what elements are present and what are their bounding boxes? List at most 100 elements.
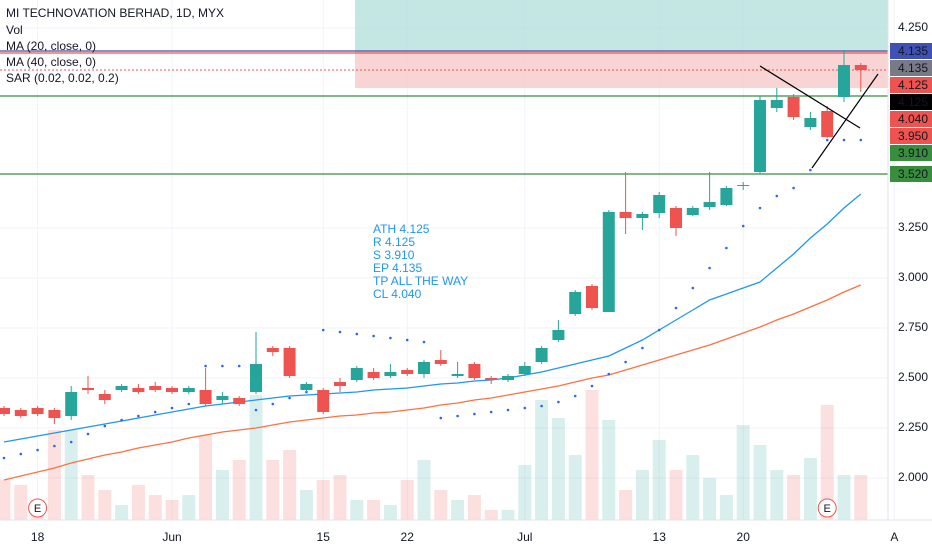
sar-dot: [489, 410, 493, 414]
volume-bar: [215, 470, 229, 520]
candle-body: [518, 366, 531, 374]
x-tick-label: 13: [653, 530, 667, 544]
candle-body: [804, 118, 817, 127]
legend-item: MA (40, close, 0): [6, 55, 96, 69]
sar-dot: [120, 418, 123, 422]
sar-dot: [271, 402, 275, 406]
volume-bar: [803, 458, 817, 520]
volume-bar: [736, 425, 750, 520]
volume-bar: [467, 495, 481, 520]
annotation-line: ATH 4.125: [373, 222, 430, 236]
candle-body: [535, 348, 548, 362]
y-tick-label: 3.250: [898, 220, 928, 234]
sar-dot: [439, 416, 443, 420]
candle-body: [98, 394, 111, 400]
candle-body: [602, 212, 615, 312]
candle-body: [821, 111, 834, 137]
y-tick-label: 3.000: [898, 270, 928, 284]
candle-body: [401, 370, 414, 374]
x-tick-label: Jun: [162, 530, 181, 544]
volume-bar: [451, 500, 465, 520]
volume-bar: [820, 405, 834, 520]
sar-dot: [237, 364, 241, 368]
volume-bar: [719, 495, 733, 520]
price-label: 3.950: [898, 129, 928, 143]
event-marker: [817, 498, 837, 518]
volume-bar: [131, 485, 145, 520]
price-label-bg: [890, 111, 932, 127]
sar-dot: [624, 360, 627, 364]
sar-dot: [641, 346, 644, 350]
sar-dot: [288, 396, 291, 400]
price-label-bg: [890, 77, 932, 93]
candle-body: [48, 410, 61, 418]
sar-dot: [708, 266, 711, 270]
sar-dot: [523, 406, 527, 410]
volume-bar: [753, 445, 767, 520]
volume-bar: [837, 475, 851, 520]
volume-bar: [98, 490, 112, 520]
sar-dot: [321, 328, 325, 332]
volume-bar: [81, 475, 95, 520]
volume-bar: [518, 465, 532, 520]
sar-dot: [573, 394, 577, 398]
candle-body: [686, 208, 699, 215]
sar-dot: [204, 364, 207, 368]
volume-bar: [383, 505, 397, 520]
sar-dot: [674, 306, 678, 310]
sar-dot: [758, 206, 762, 210]
candle-body: [250, 364, 262, 392]
price-label-bg: [890, 166, 932, 182]
legend-item: Vol: [6, 23, 23, 37]
sar-dot: [389, 336, 392, 340]
volume-bar: [669, 470, 683, 520]
sar-dot: [775, 194, 779, 198]
candle-body: [115, 386, 128, 390]
volume-bar: [115, 505, 129, 520]
candle-body: [670, 208, 682, 228]
volume-bar: [535, 400, 549, 520]
candle-body: [854, 65, 867, 70]
candle-body: [300, 384, 313, 390]
volume-bar: [585, 390, 599, 520]
volume-bar: [501, 510, 515, 520]
candle-body: [569, 292, 582, 314]
volume-bar: [182, 495, 196, 520]
annotation-line: EP 4.135: [373, 261, 422, 275]
sar-dot: [657, 328, 661, 332]
sar-dot: [338, 330, 342, 334]
trend-drawing: [759, 65, 879, 169]
candle-body: [367, 372, 380, 378]
candle-body: [770, 100, 783, 108]
legend-item: SAR (0.02, 0.02, 0.2): [6, 71, 119, 85]
x-tick-label: Jul: [517, 530, 532, 544]
sar-dot: [607, 372, 611, 376]
price-label-bg: [890, 94, 932, 110]
ma-line: [3, 284, 862, 481]
candle-body: [14, 410, 27, 416]
candle-body: [233, 398, 246, 404]
annotation-line: CL 4.040: [373, 287, 422, 301]
event-label: E: [34, 503, 41, 515]
x-tick-label: 20: [737, 530, 751, 544]
profit-zone: [355, 0, 888, 51]
volume-bar: [619, 490, 633, 520]
candle-body: [838, 65, 850, 97]
volume-bar: [148, 495, 162, 520]
candle-body: [283, 348, 296, 376]
candle-body: [502, 376, 514, 380]
y-tick-label: 4.250: [898, 20, 928, 34]
volume-bar: [484, 510, 498, 520]
candle-body: [384, 372, 397, 376]
volume-bar: [47, 430, 61, 520]
candle-body: [199, 390, 212, 404]
volume-bar: [350, 500, 364, 520]
candle-body: [737, 185, 750, 186]
candle-body: [787, 97, 800, 117]
volume-bar: [417, 460, 431, 520]
candle-body: [132, 388, 145, 392]
volume-bar: [299, 490, 313, 520]
x-tick-label: 15: [317, 530, 331, 544]
y-tick-label: 2.750: [898, 320, 928, 334]
